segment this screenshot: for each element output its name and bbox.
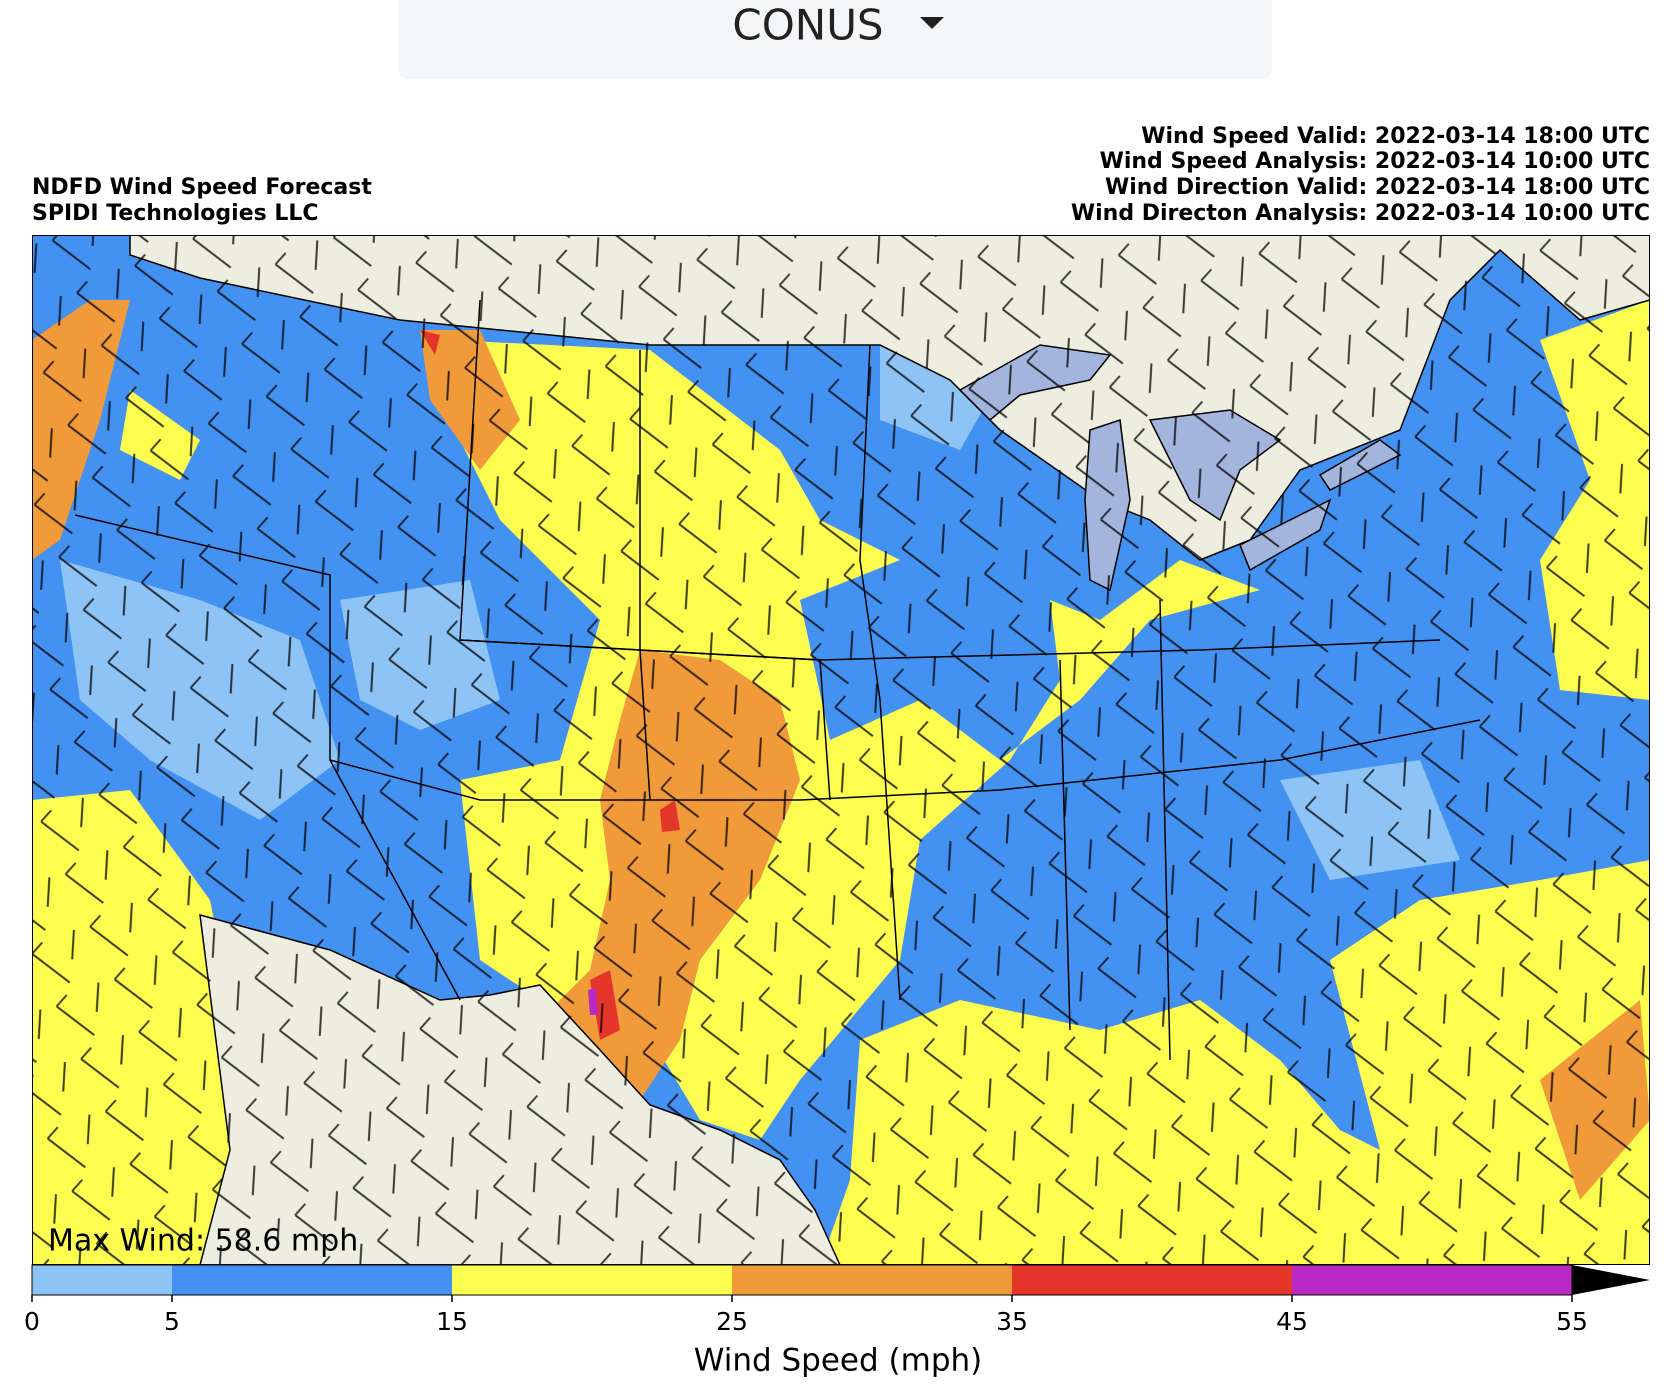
dropdown-label[interactable]: CONUS xyxy=(732,1,883,50)
colorbar-extend xyxy=(1572,1265,1650,1295)
colorbar-segment xyxy=(1012,1265,1292,1295)
colorbar-tick-label: 55 xyxy=(1556,1307,1588,1336)
colorbar-segment xyxy=(732,1265,1012,1295)
wind-barbs xyxy=(32,235,1650,1265)
colorbar: 0 5 15 25 35 45 55 xyxy=(24,1264,1650,1336)
colorbar-label: Wind Speed (mph) xyxy=(694,1343,983,1379)
colorbar-tick-label: 15 xyxy=(436,1307,468,1336)
state-borders xyxy=(74,299,1481,1061)
dropdown[interactable]: CONUS xyxy=(398,0,1272,79)
colorbar-tick-label: 35 xyxy=(996,1307,1028,1336)
dropdown-box[interactable] xyxy=(398,0,1272,79)
valid-time: Wind Speed Valid: 2022-03-14 18:00 UTC xyxy=(1141,124,1650,149)
map: Max Wind: 58.6 mph xyxy=(32,235,1650,1265)
colorbar-tick-label: 25 xyxy=(716,1307,748,1336)
valid-time: Wind Direction Valid: 2022-03-14 18:00 U… xyxy=(1105,175,1650,200)
colorbar-tick-label: 5 xyxy=(164,1307,180,1336)
colorbar-tick-label: 45 xyxy=(1276,1307,1308,1336)
colorbar-segment xyxy=(452,1265,732,1295)
colorbar-frame xyxy=(31,1264,1573,1296)
map-subtitle: SPIDI Technologies LLC xyxy=(32,201,319,226)
colorbar-segment xyxy=(32,1265,172,1295)
dropdown-arrow[interactable] xyxy=(920,17,944,29)
map-title: NDFD Wind Speed Forecast xyxy=(32,175,372,200)
max-wind-annotation: Max Wind: 58.6 mph xyxy=(48,1224,358,1259)
colorbar-segment xyxy=(172,1265,452,1295)
valid-time: Wind Speed Analysis: 2022-03-14 10:00 UT… xyxy=(1100,149,1650,174)
valid-time: Wind Directon Analysis: 2022-03-14 10:00… xyxy=(1071,201,1650,226)
colorbar-segment xyxy=(1292,1265,1572,1295)
colorbar-tick-label: 0 xyxy=(24,1307,40,1336)
